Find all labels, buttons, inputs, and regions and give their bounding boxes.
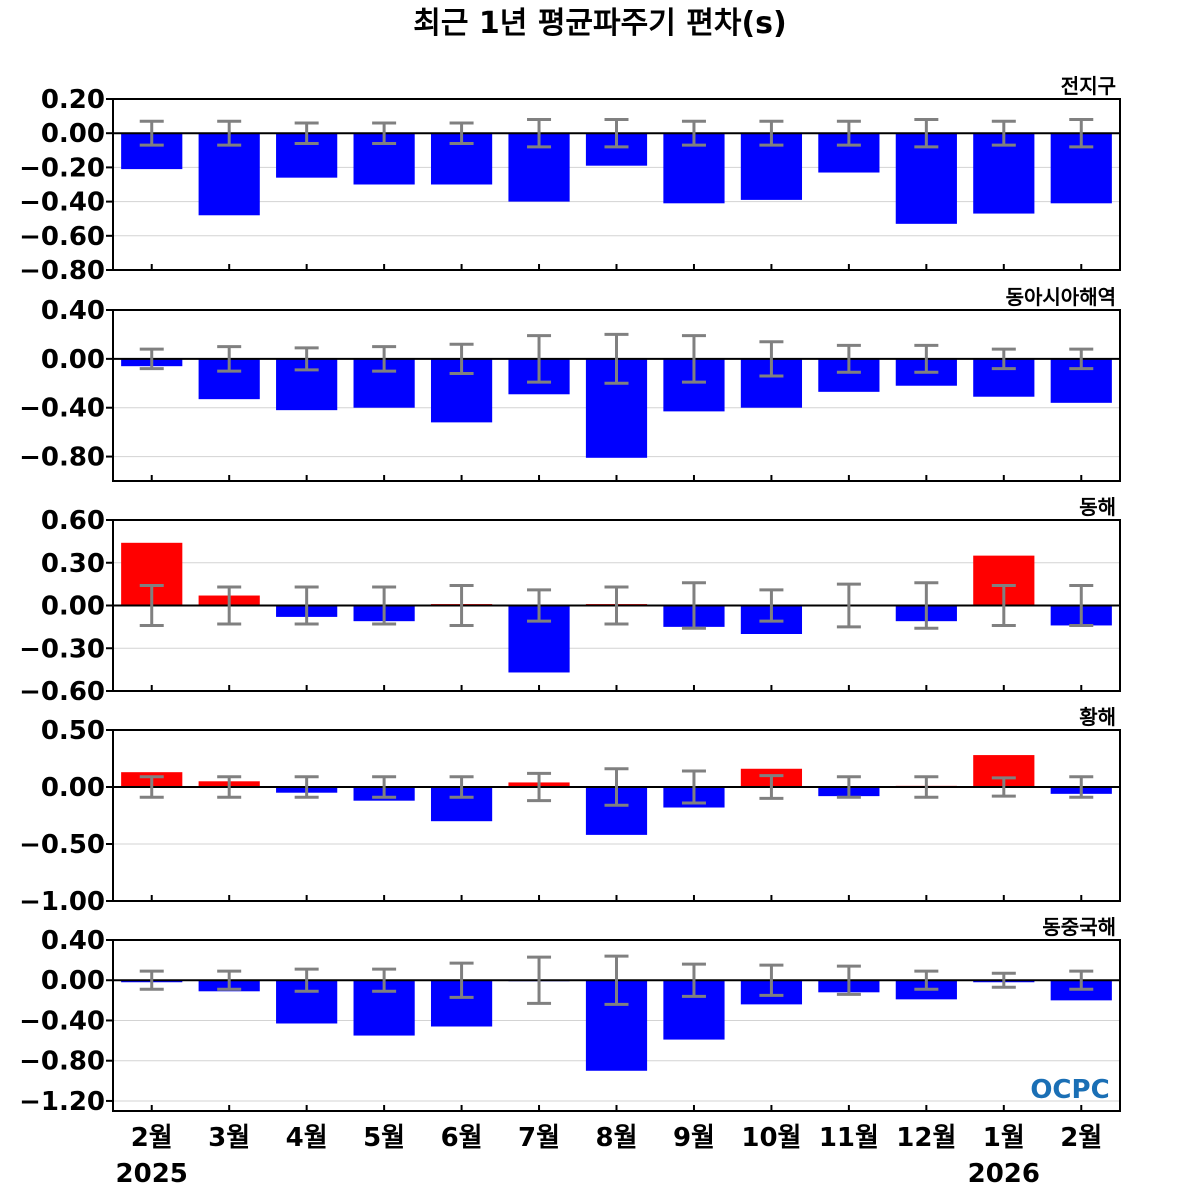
panel-2: 0.60 0.30 0.00 −0.30 −0.60 동해 [19,495,1121,707]
panel-name-label: 황해 [1079,705,1116,729]
y-tick-label: 0.60 [41,506,105,536]
x-tick-label: 3월 [208,1123,250,1153]
panel-4: 0.40 0.00 −0.40 −0.80 −1.20 동중국해 [19,915,1121,1117]
x-tick-label: 10월 [741,1123,801,1153]
x-tick-label: 11월 [819,1123,879,1153]
x-axis: 2월 3월 4월 5월 6월 7월 8월 9월 10월 11월 12월 1월 2월 2025 2026 [116,1123,1103,1189]
y-tick-label: 0.50 [41,716,105,746]
y-tick-label: −0.50 [19,830,105,860]
x-tick-label: 2월 [131,1123,173,1153]
y-tick-label: 0.00 [41,773,105,803]
y-tick-label: 0.00 [41,119,105,149]
y-tick-label: −1.00 [19,887,105,917]
x-tick-label: 8월 [595,1123,637,1153]
y-tick-label: −1.20 [19,1087,105,1117]
panel-0: 0.20 0.00 −0.20 −0.40 −0.60 −0.80 전지구 [19,74,1121,286]
x-tick-label: 1월 [983,1123,1025,1153]
x-tick-label: 6월 [441,1123,483,1153]
y-tick-label: −0.60 [19,222,105,252]
y-tick-label: −0.80 [19,256,105,286]
x-tick-label: 12월 [896,1123,956,1153]
y-tick-label: 0.40 [41,296,105,326]
panel-3: 0.50 0.00 −0.50 −1.00 황해 [19,705,1121,917]
y-tick-label: −0.80 [19,443,105,473]
y-tick-label: 0.30 [41,549,105,579]
y-tick-label: 0.00 [41,345,105,375]
y-tick-label: 0.00 [41,966,105,996]
y-tick-label: 0.40 [41,926,105,956]
panel-name-label: 동중국해 [1042,915,1116,939]
chart-panels: 0.20 0.00 −0.20 −0.40 −0.60 −0.80 전지구 0.40 0.00 −… [19,74,1121,1117]
bar [198,133,260,216]
y-tick-label: −0.80 [19,1047,105,1077]
y-tick-label: 0.20 [41,85,105,115]
panel-name-label: 동해 [1079,495,1116,519]
panel-name-label: 동아시아해역 [1006,285,1116,309]
x-tick-label: 9월 [673,1123,715,1153]
ocpc-logo: OCPC [1030,1075,1109,1105]
panel-1: 0.40 0.00 −0.40 −0.80 동아시아해역 [19,285,1121,482]
y-tick-label: −0.40 [19,188,105,218]
y-tick-label: −0.20 [19,153,105,183]
ocpc-logo-text: OCPC [1030,1075,1109,1105]
x-year-label: 2026 [968,1159,1040,1189]
x-tick-label: 7월 [518,1123,560,1153]
y-tick-label: −0.60 [19,677,105,707]
y-tick-label: −0.40 [19,1006,105,1036]
panel-name-label: 전지구 [1061,74,1116,98]
x-year-label: 2025 [116,1159,188,1189]
y-tick-label: −0.40 [19,394,105,424]
x-tick-label: 5월 [363,1123,405,1153]
x-tick-label: 2월 [1060,1123,1102,1153]
x-tick-label: 4월 [286,1123,328,1153]
y-tick-label: −0.30 [19,634,105,664]
y-tick-label: 0.00 [41,592,105,622]
chart-title: 최근 1년 평균파주기 편차(s) [413,6,787,41]
